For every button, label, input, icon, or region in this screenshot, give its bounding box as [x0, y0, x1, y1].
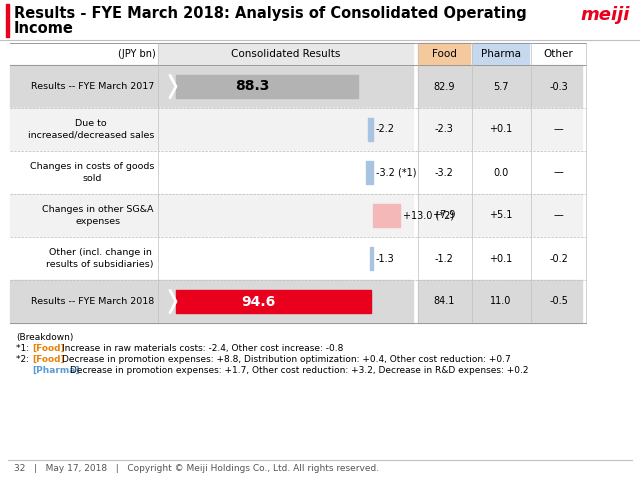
Text: Decrease in promotion expenses: +8.8, Distribution optimization: +0.4, Other cos: Decrease in promotion expenses: +8.8, Di…	[62, 355, 511, 364]
Text: meiji: meiji	[580, 6, 630, 24]
Text: Food: Food	[431, 49, 456, 59]
Text: -0.5: -0.5	[549, 297, 568, 307]
Bar	[176, 290, 371, 312]
Bar	[158, 280, 413, 323]
Bar	[418, 237, 582, 280]
Text: Results -- FYE March 2017: Results -- FYE March 2017	[31, 82, 154, 91]
Text: 5.7: 5.7	[493, 82, 508, 92]
Bar	[418, 151, 582, 194]
Text: -1.2: -1.2	[435, 253, 453, 264]
Text: 82.9: 82.9	[433, 82, 455, 92]
Bar	[158, 43, 413, 65]
Text: Changes in costs of goods
sold: Changes in costs of goods sold	[29, 162, 154, 182]
Bar	[418, 194, 582, 237]
Text: -0.2: -0.2	[549, 253, 568, 264]
Text: Results -- FYE March 2018: Results -- FYE March 2018	[31, 297, 154, 306]
Text: +0.1: +0.1	[489, 124, 512, 134]
Text: -2.2: -2.2	[376, 124, 395, 134]
Bar	[6, 4, 9, 37]
Bar	[176, 75, 358, 98]
Text: +5.1: +5.1	[489, 211, 512, 220]
Text: -3.2 (*1): -3.2 (*1)	[376, 168, 417, 178]
Text: +13.0 (*2): +13.0 (*2)	[403, 211, 454, 220]
Text: Changes in other SG&A
expenses: Changes in other SG&A expenses	[42, 205, 154, 226]
Bar	[158, 108, 413, 151]
Text: 11.0: 11.0	[490, 297, 511, 307]
Text: —: —	[554, 211, 563, 220]
Bar	[10, 65, 158, 108]
Text: Other (incl. change in
results of subsidiaries): Other (incl. change in results of subsid…	[47, 249, 154, 268]
Bar	[472, 43, 529, 65]
Text: [Pharma]: [Pharma]	[32, 366, 79, 375]
Text: (JPY bn): (JPY bn)	[118, 49, 156, 59]
Text: Increase in raw materials costs: -2.4, Other cost increase: -0.8: Increase in raw materials costs: -2.4, O…	[62, 344, 344, 353]
Text: -1.3: -1.3	[376, 253, 395, 264]
Bar	[371, 247, 373, 270]
Text: [Food]: [Food]	[32, 344, 65, 353]
Text: -0.3: -0.3	[549, 82, 568, 92]
Text: —: —	[554, 168, 563, 178]
Bar	[10, 237, 158, 280]
Text: Consolidated Results: Consolidated Results	[231, 49, 340, 59]
Bar	[373, 204, 400, 227]
Text: +0.1: +0.1	[489, 253, 512, 264]
Text: -3.2: -3.2	[435, 168, 453, 178]
Text: Income: Income	[14, 21, 74, 36]
Bar	[418, 65, 582, 108]
Text: +7.9: +7.9	[432, 211, 456, 220]
Bar	[369, 118, 373, 141]
Text: —: —	[554, 124, 563, 134]
Text: 84.1: 84.1	[433, 297, 454, 307]
Text: Results - FYE March 2018: Analysis of Consolidated Operating: Results - FYE March 2018: Analysis of Co…	[14, 6, 527, 21]
Bar	[158, 237, 413, 280]
Bar	[418, 280, 582, 323]
Text: Pharma: Pharma	[481, 49, 520, 59]
Text: 0.0: 0.0	[493, 168, 508, 178]
Bar	[10, 151, 158, 194]
Text: (Breakdown): (Breakdown)	[16, 333, 74, 342]
Text: 88.3: 88.3	[236, 80, 269, 94]
Bar	[418, 43, 470, 65]
Bar	[158, 194, 413, 237]
Bar	[10, 108, 158, 151]
Text: *2:: *2:	[16, 355, 32, 364]
Text: Due to
increased/decreased sales: Due to increased/decreased sales	[28, 120, 154, 140]
Text: *1:: *1:	[16, 344, 32, 353]
Text: [Food]: [Food]	[32, 355, 65, 364]
Bar	[367, 161, 373, 184]
Bar	[158, 151, 413, 194]
Text: Decrease in promotion expenses: +1.7, Other cost reduction: +3.2, Decrease in R&: Decrease in promotion expenses: +1.7, Ot…	[70, 366, 529, 375]
Bar	[418, 108, 582, 151]
Text: 94.6: 94.6	[241, 295, 275, 309]
Bar	[158, 65, 413, 108]
Text: -2.3: -2.3	[435, 124, 453, 134]
Bar	[10, 194, 158, 237]
Text: Other: Other	[543, 49, 573, 59]
Text: 32   |   May 17, 2018   |   Copyright © Meiji Holdings Co., Ltd. All rights rese: 32 | May 17, 2018 | Copyright © Meiji Ho…	[14, 464, 379, 473]
Bar	[10, 280, 158, 323]
